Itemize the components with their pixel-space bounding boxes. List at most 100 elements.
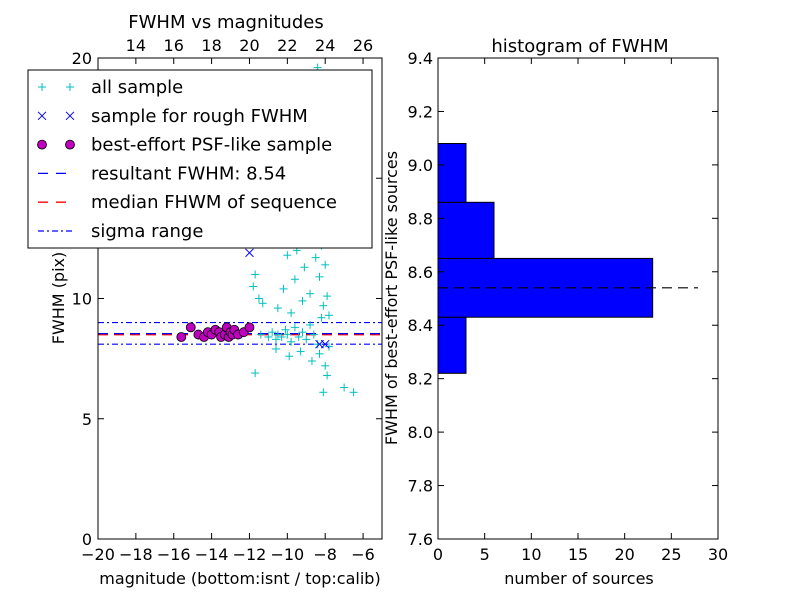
all-sample-point	[306, 320, 315, 329]
left-xtick-label: −6	[351, 545, 375, 564]
left-xtick-label: −16	[157, 545, 191, 564]
legend-plus-marker	[66, 83, 74, 91]
all-sample-point	[324, 311, 333, 320]
right-xtick-label: 20	[614, 545, 634, 564]
legend-circle-marker	[65, 139, 75, 150]
all-sample-point	[290, 275, 299, 284]
all-sample-point	[281, 325, 290, 334]
legend-label: sigma range	[91, 221, 203, 242]
legend-x-marker	[65, 111, 75, 121]
left-toptick-label: 16	[164, 36, 184, 55]
all-sample-point	[251, 270, 260, 279]
left-toptick-label: 14	[126, 36, 146, 55]
right-xtick-label: 25	[661, 545, 681, 564]
psf-like-point	[185, 322, 196, 333]
right-plot-frame	[437, 57, 719, 540]
legend-label: sample for rough FWHM	[91, 106, 308, 127]
all-sample-point	[290, 323, 299, 332]
legend-plus-marker	[38, 83, 46, 91]
psf-like-point	[244, 322, 255, 333]
all-sample-point	[309, 330, 318, 339]
all-sample-point	[319, 388, 328, 397]
all-sample-point	[321, 260, 330, 269]
all-sample-point	[249, 282, 258, 291]
legend-circle-marker	[37, 139, 47, 150]
all-sample-point	[315, 272, 324, 281]
all-sample-point	[283, 330, 292, 339]
left-reference-lines	[98, 321, 382, 345]
all-sample-point	[287, 308, 296, 317]
all-sample-point	[323, 371, 332, 380]
left-title: FWHM vs magnitudes	[128, 12, 323, 33]
all-sample-point	[306, 289, 315, 298]
rough-fwhm-point	[320, 339, 330, 349]
all-sample-point	[340, 383, 349, 392]
left-xtick-label: −20	[81, 545, 115, 564]
all-sample-point	[349, 388, 358, 397]
left-toptick-label: 24	[315, 36, 335, 55]
all-sample-point	[294, 332, 303, 341]
histogram-bar	[437, 201, 495, 259]
histogram-bar	[437, 316, 467, 374]
all-sample-point	[315, 349, 324, 358]
all-sample-point	[285, 352, 294, 361]
left-ytick-label: 20	[72, 49, 92, 68]
all-sample-point	[271, 335, 280, 344]
legend-entries: all sample sample for rough FWHM best-effo…	[37, 77, 337, 242]
all-sample-point	[298, 328, 307, 337]
all-sample-point	[324, 342, 333, 351]
left-xtick-label: −8	[313, 545, 337, 564]
all-sample-point	[271, 345, 280, 354]
right-ytick-label: 7.8	[408, 477, 433, 496]
legend-entry: median FHWM of sequence	[38, 192, 337, 213]
legend-entry: best-effort PSF-like sample	[37, 135, 332, 156]
all-sample-point	[277, 332, 286, 341]
left-xtick-label: −12	[233, 545, 267, 564]
left-toptick-labels: 14 16 18 20 22 24 26	[126, 36, 374, 55]
legend-label: median FHWM of sequence	[91, 192, 337, 213]
all-sample-point	[283, 251, 292, 260]
left-ylabel: FWHM (pix)	[49, 252, 68, 345]
right-ytick-label: 9.0	[408, 156, 433, 175]
all-sample-point	[311, 253, 320, 262]
legend: all sample sample for rough FWHM best-effo…	[27, 69, 373, 249]
legend-label: best-effort PSF-like sample	[91, 135, 332, 156]
left-xtick-label: −18	[119, 545, 153, 564]
right-xtick-label: 5	[480, 545, 490, 564]
left-toptick-label: 26	[353, 36, 373, 55]
legend-entry: all sample	[38, 77, 183, 98]
all-sample-point	[313, 340, 322, 349]
all-sample-point	[268, 328, 277, 337]
right-xtick-label: 10	[521, 545, 541, 564]
all-sample-point	[287, 337, 296, 346]
right-ytick-label: 8.8	[408, 209, 433, 228]
right-ytick-label: 9.4	[408, 49, 433, 68]
legend-box	[27, 69, 373, 249]
all-sample-point	[300, 263, 309, 272]
right-ytick-label: 8.0	[408, 423, 433, 442]
left-xtick-label: −10	[270, 545, 304, 564]
right-xtick-label: 0	[433, 545, 443, 564]
all-sample-point	[258, 299, 267, 308]
right-ytick-label: 8.6	[408, 263, 433, 282]
left-toptick-label: 18	[201, 36, 221, 55]
all-sample-point	[256, 330, 265, 339]
all-sample-point	[273, 304, 282, 313]
left-xtick-labels: −20 −18 −16 −14 −12 −10 −8 −6	[81, 545, 375, 564]
all-sample-point	[321, 361, 330, 370]
legend-entry: sample for rough FWHM	[37, 106, 308, 127]
all-sample-point	[298, 296, 307, 305]
legend-label: resultant FWHM: 8.54	[91, 163, 286, 184]
right-ytick-label: 8.4	[408, 316, 433, 335]
all-sample-point	[319, 301, 328, 310]
legend-x-marker	[37, 111, 47, 121]
right-ytick-label: 9.2	[408, 102, 433, 121]
all-sample-point	[317, 313, 326, 322]
right-xtick-labels: 0 5 10 15 20 25 30	[433, 545, 728, 564]
right-ytick-label: 7.6	[408, 530, 433, 549]
left-toptick-label: 22	[277, 36, 297, 55]
all-sample-point	[264, 332, 273, 341]
left-ytick-label: 5	[82, 410, 92, 429]
